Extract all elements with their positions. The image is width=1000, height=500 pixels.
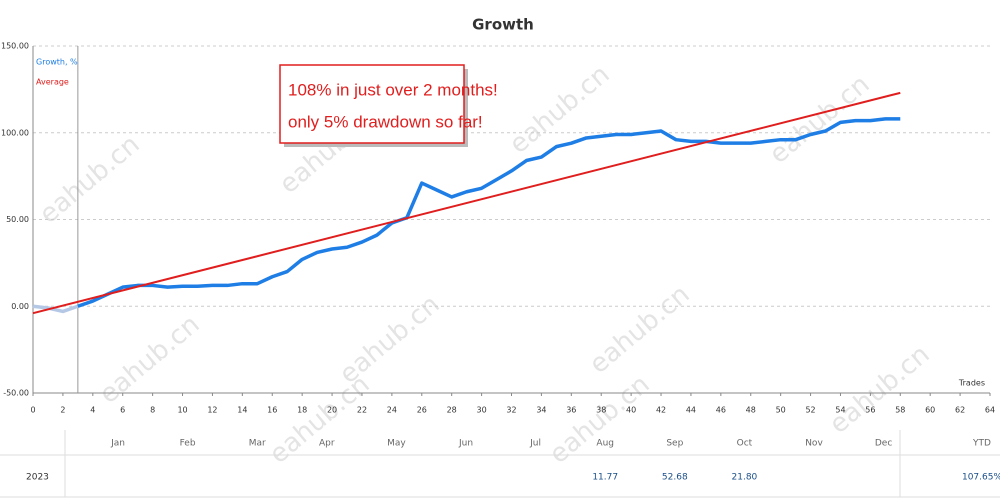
month-label: Sep [666, 439, 683, 449]
month-value: 107.65% [962, 473, 1000, 483]
x-tick-label: 18 [297, 406, 307, 415]
x-tick-label: 50 [776, 406, 786, 415]
x-tick-label: 62 [955, 406, 965, 415]
x-tick-label: 44 [686, 406, 696, 415]
month-label: Apr [319, 439, 335, 449]
watermark: eahub.cn [584, 279, 696, 379]
x-tick-label: 12 [207, 406, 217, 415]
watermark: eahub.cn [34, 129, 146, 229]
x-tick-label: 24 [387, 406, 397, 415]
month-label: Jan [110, 439, 125, 449]
month-value: 52.68 [662, 473, 688, 483]
x-tick-label: 26 [417, 406, 427, 415]
x-tick-label: 46 [716, 406, 726, 415]
legend-entry: Average [36, 78, 69, 87]
chart-title: Growth [472, 16, 534, 34]
x-tick-label: 64 [985, 406, 995, 415]
x-tick-label: 16 [267, 406, 277, 415]
annotation-text: 108% in just over 2 months! [288, 80, 498, 99]
month-label: YTD [972, 439, 991, 449]
x-tick-label: 6 [120, 406, 125, 415]
x-tick-label: 56 [865, 406, 875, 415]
x-tick-label: 20 [327, 406, 337, 415]
x-tick-label: 38 [596, 406, 606, 415]
x-axis-label: Trades [958, 379, 985, 388]
y-tick-label: -50.00 [3, 389, 29, 398]
watermark: eahub.cn [94, 309, 206, 409]
month-label: May [387, 439, 406, 449]
x-tick-label: 54 [835, 406, 845, 415]
series-line [32, 91, 901, 315]
x-tick-label: 28 [447, 406, 457, 415]
month-label: Jun [458, 439, 473, 449]
month-label: Oct [737, 439, 753, 449]
x-tick-label: 14 [237, 406, 247, 415]
x-tick-label: 48 [746, 406, 756, 415]
annotation-text: only 5% drawdown so far! [288, 112, 483, 131]
x-tick-label: 30 [477, 406, 487, 415]
legend-entry: Growth, % [36, 58, 78, 67]
x-tick-label: 60 [925, 406, 935, 415]
month-label: Aug [596, 439, 614, 449]
month-label: Feb [180, 439, 196, 449]
x-tick-label: 8 [150, 406, 155, 415]
series-line [77, 117, 901, 308]
y-tick-label: 150.00 [1, 42, 29, 51]
x-tick-label: 52 [805, 406, 815, 415]
x-tick-label: 22 [357, 406, 367, 415]
y-tick-label: 50.00 [6, 215, 29, 224]
month-label: Dec [875, 439, 892, 449]
x-tick-label: 40 [626, 406, 636, 415]
x-tick-label: 2 [60, 406, 65, 415]
y-tick-label: 100.00 [1, 128, 29, 137]
x-tick-label: 58 [895, 406, 905, 415]
x-tick-label: 32 [506, 406, 516, 415]
x-tick-label: 10 [177, 406, 187, 415]
month-label: Nov [805, 439, 823, 449]
watermark: eahub.cn [824, 339, 936, 439]
month-label: Mar [249, 439, 266, 449]
y-tick-label: 0.00 [11, 302, 29, 311]
x-tick-label: 42 [656, 406, 666, 415]
month-value: 11.77 [592, 473, 618, 483]
month-value: 21.80 [732, 473, 758, 483]
annotation-box [279, 64, 465, 144]
x-tick-label: 4 [90, 406, 95, 415]
x-tick-label: 36 [566, 406, 576, 415]
x-tick-label: 0 [30, 406, 35, 415]
series-line [32, 304, 79, 314]
year-label: 2023 [26, 473, 49, 483]
month-label: Jul [529, 439, 541, 449]
x-tick-label: 34 [536, 406, 546, 415]
